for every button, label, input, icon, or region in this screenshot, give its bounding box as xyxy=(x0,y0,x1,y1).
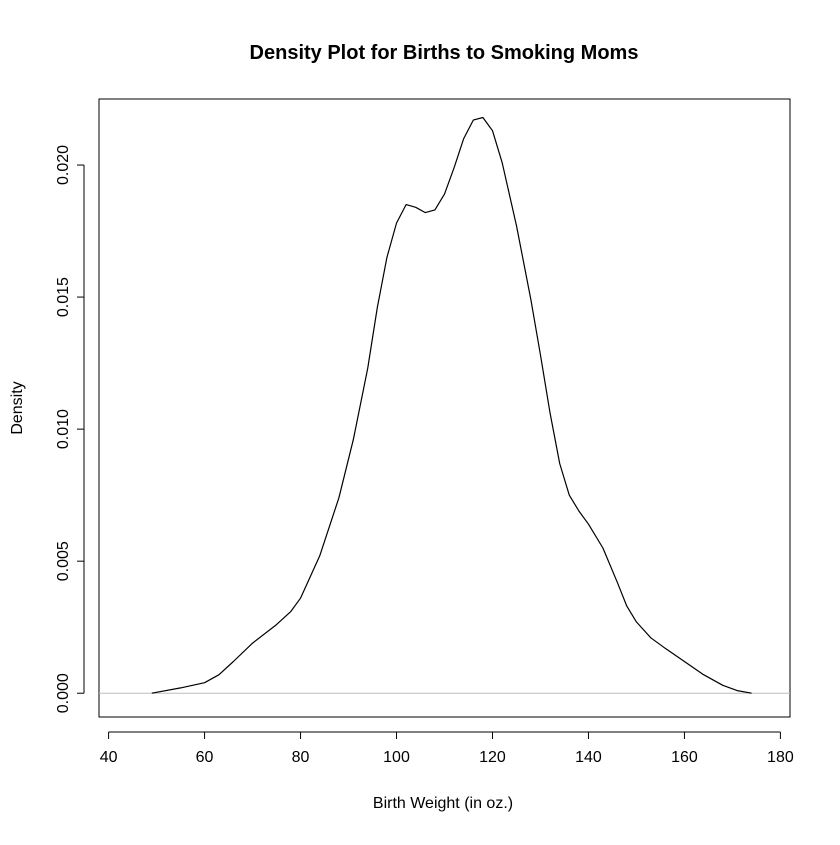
x-tick-label: 40 xyxy=(100,749,118,766)
x-tick-label: 160 xyxy=(671,749,698,766)
x-tick-label: 80 xyxy=(292,749,310,766)
y-tick-label: 0.000 xyxy=(55,673,72,713)
chart-title: Density Plot for Births to Smoking Moms xyxy=(250,42,639,64)
y-tick-label: 0.005 xyxy=(55,541,72,581)
y-tick-label: 0.015 xyxy=(55,277,72,317)
x-axis-label: Birth Weight (in oz.) xyxy=(373,795,513,812)
y-axis: 0.000 0.005 0.010 0.015 0.020 xyxy=(55,145,85,713)
x-tick-label: 180 xyxy=(767,749,794,766)
plot-frame xyxy=(98,98,791,718)
y-tick-label: 0.020 xyxy=(55,145,72,185)
series-layer xyxy=(151,116,752,694)
x-tick-label: 60 xyxy=(196,749,214,766)
x-axis: 40 60 80 100 120 140 160 180 xyxy=(100,731,794,766)
density-curve xyxy=(151,116,752,694)
x-tick-label: 120 xyxy=(479,749,506,766)
x-tick-label: 100 xyxy=(383,749,410,766)
y-axis-label: Density xyxy=(9,381,26,434)
y-tick-label: 0.010 xyxy=(55,409,72,449)
x-tick-label: 140 xyxy=(575,749,602,766)
